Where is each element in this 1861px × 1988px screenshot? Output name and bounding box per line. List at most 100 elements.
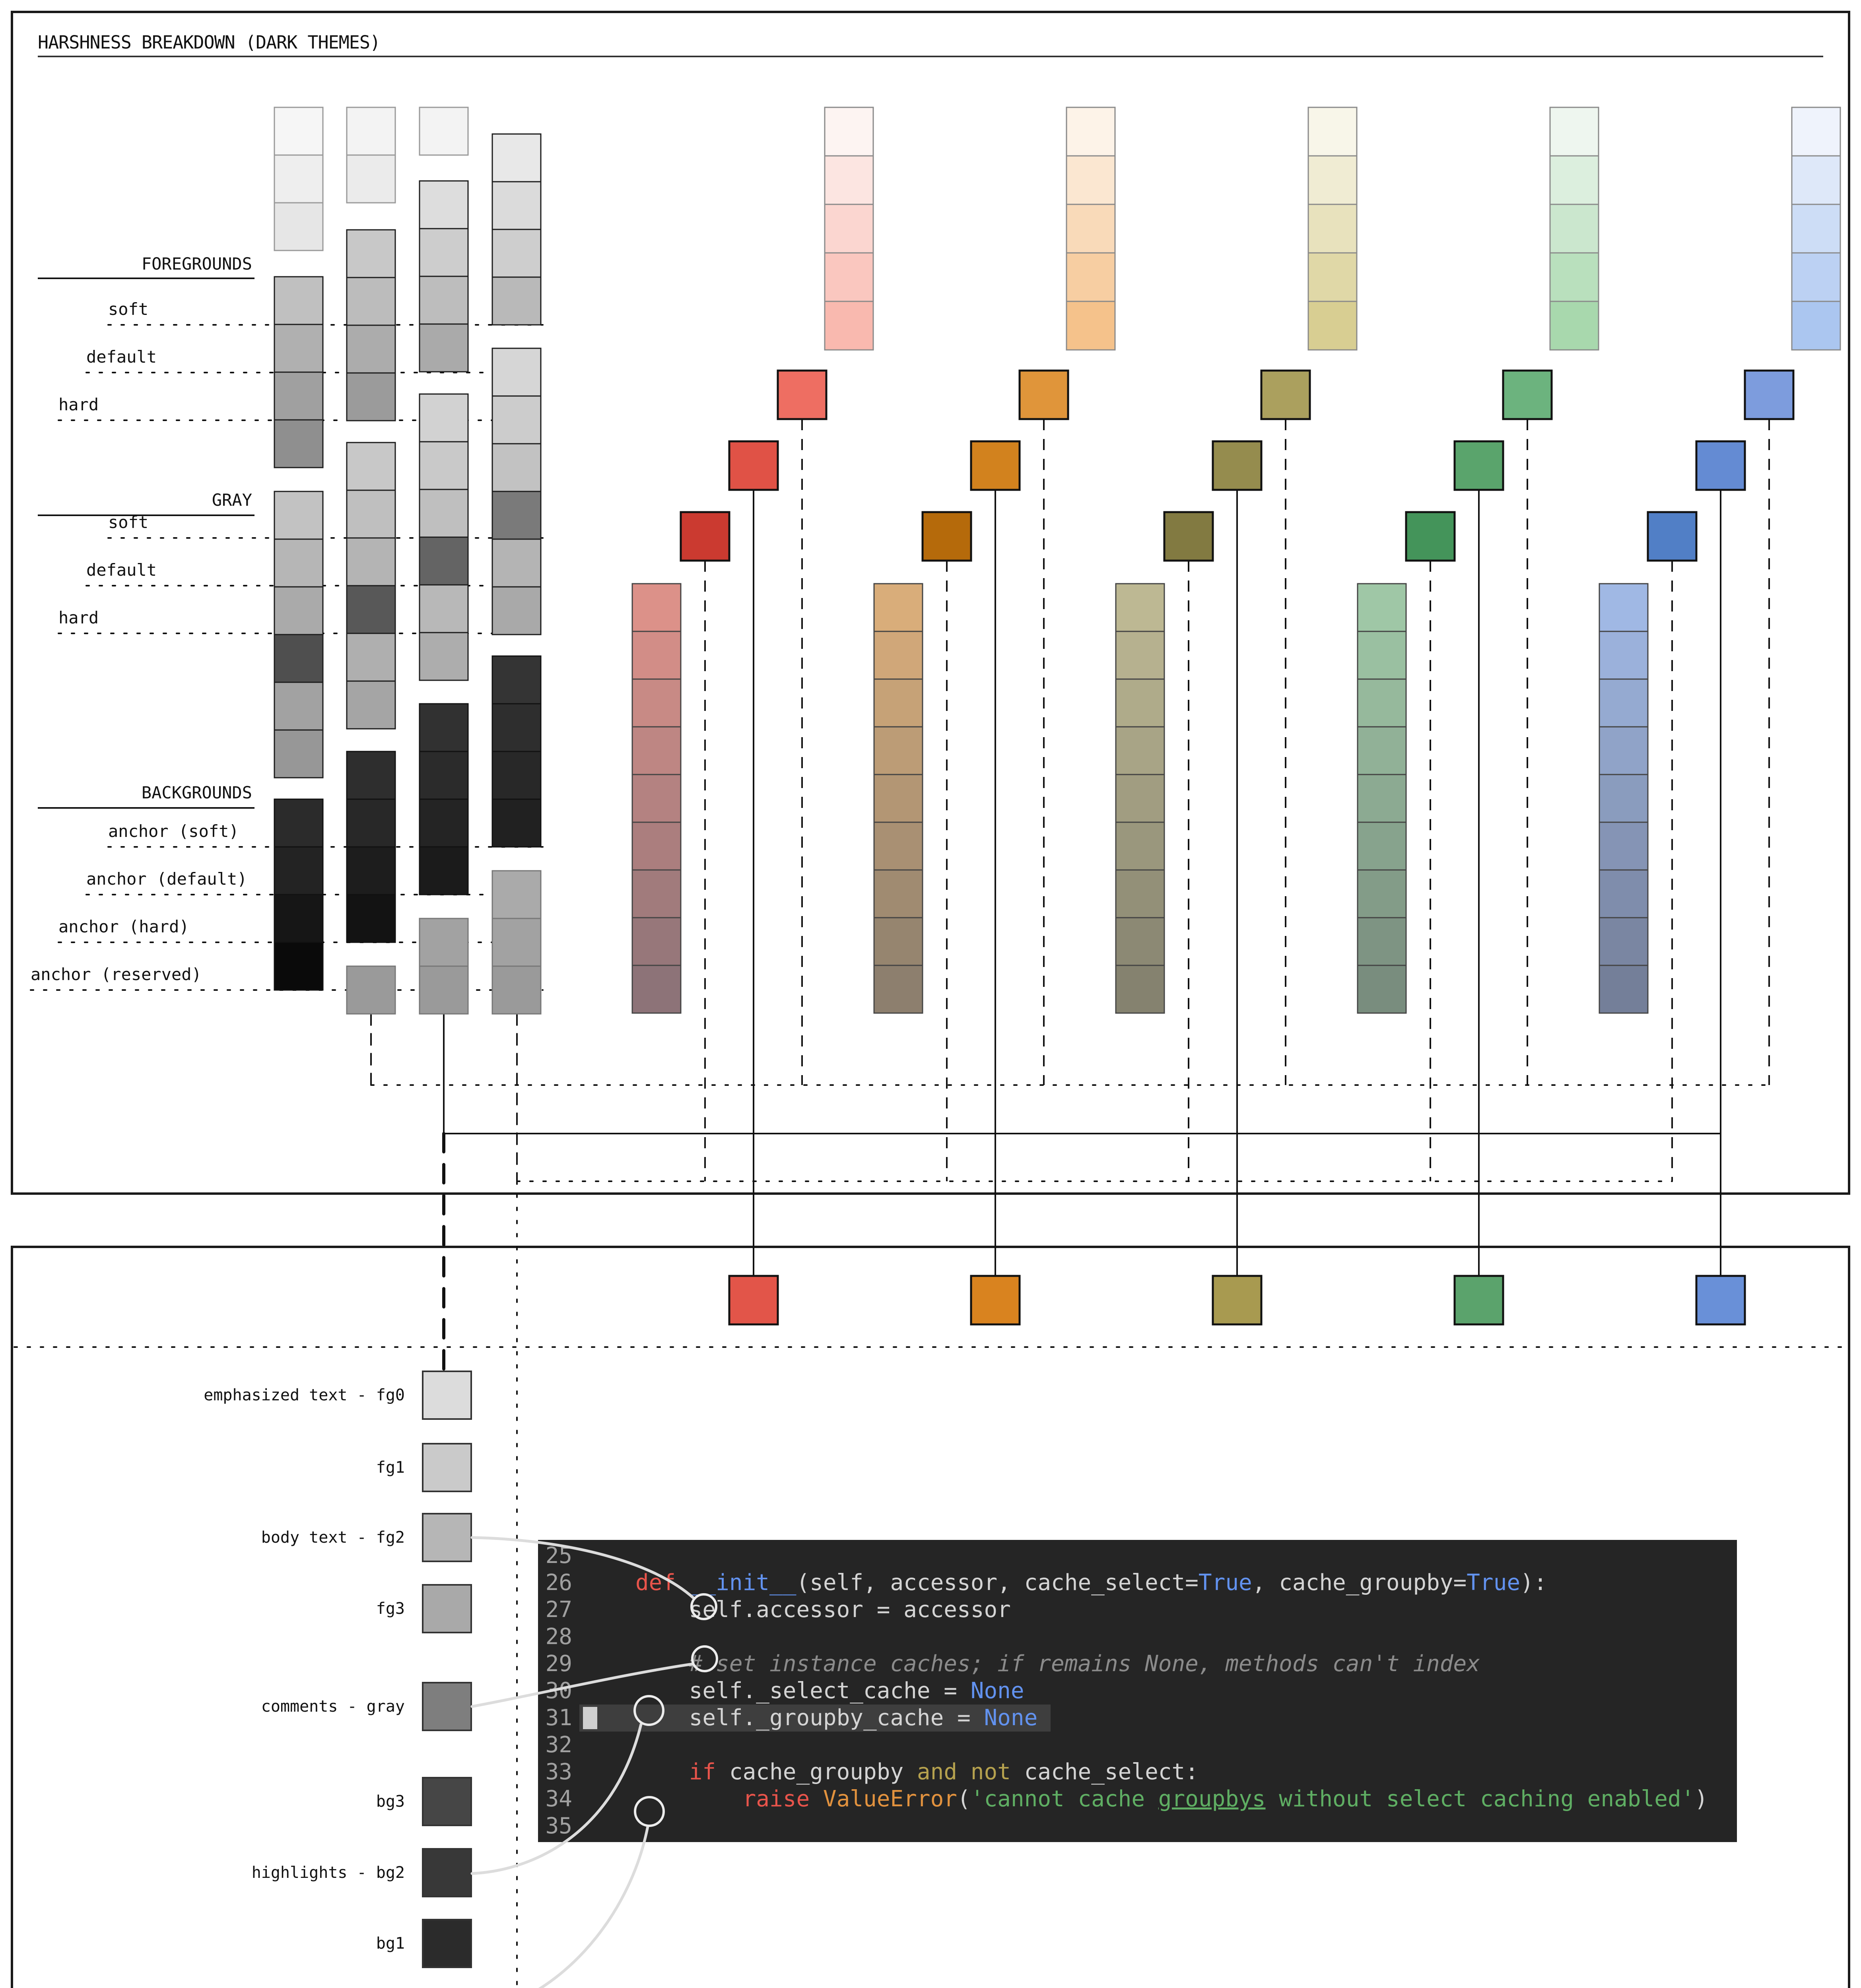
gray-swatch-col3 [491, 798, 542, 848]
ref-label-soft: soft [108, 299, 148, 319]
green-gradient-segment [1357, 631, 1407, 680]
panel-border-top [11, 11, 1850, 1195]
olive-gradient-segment [1115, 678, 1165, 728]
blue-hard-square [1647, 511, 1698, 562]
red-hard-square [680, 511, 730, 562]
code-token [582, 1759, 689, 1785]
gray-swatch-col3 [491, 491, 542, 540]
gray-swatch-col1 [346, 107, 396, 156]
blue-soft-square [1744, 369, 1795, 420]
ref-label-anchor-reserved-: anchor (reserved) [31, 965, 202, 984]
legend-swatch-fg3 [422, 1584, 472, 1633]
code-token: 'cannot cache [970, 1786, 1158, 1812]
page-title: HARSHNESS BREAKDOWN (DARK THEMES) [38, 32, 380, 53]
legend-swatch-bg3 [422, 1777, 472, 1826]
code-line-31: 31 self._groupby_cache = None [538, 1705, 1737, 1732]
orange-gradient-segment [873, 678, 923, 728]
gray-swatch-col2 [419, 918, 469, 967]
annotation-circle [634, 1796, 665, 1827]
blue-light-ramp-segment [1791, 107, 1841, 157]
legend-label: emphasized text - fg0 [204, 1386, 405, 1404]
ref-label-hard: hard [58, 608, 99, 627]
code-token: True [1198, 1570, 1252, 1596]
legend-swatch-fg0 [422, 1371, 472, 1420]
line-number: 27 [545, 1597, 572, 1623]
gray-swatch-col0 [274, 846, 324, 895]
green-hard-square [1405, 511, 1456, 562]
ref-label-default: default [86, 560, 157, 580]
code-token: __init__ [689, 1570, 796, 1596]
gray-swatch-col2 [419, 323, 469, 373]
blue-gradient-segment [1599, 678, 1649, 728]
orange-light-ramp-segment [1066, 107, 1116, 157]
annotation-circle [690, 1593, 717, 1620]
blue-gradient-segment [1599, 965, 1649, 1014]
gray-swatch-col3 [491, 918, 542, 967]
green-light-ramp-segment [1549, 107, 1599, 157]
line-number: 28 [545, 1624, 572, 1650]
legend-swatch-bg1 [422, 1919, 472, 1968]
line-number: 33 [545, 1759, 572, 1785]
olive-light-ramp-segment [1307, 155, 1358, 205]
gray-swatch-col3 [491, 751, 542, 800]
ref-label-soft: soft [108, 513, 148, 532]
gray-swatch-col0 [274, 276, 324, 325]
red-accent-square [728, 1275, 779, 1326]
gray-swatch-col1 [346, 798, 396, 848]
gray-swatch-col2 [419, 228, 469, 277]
gray-swatch-col0 [274, 942, 324, 991]
line-number: 32 [545, 1732, 572, 1758]
gray-swatch-col0 [274, 202, 324, 251]
green-gradient-segment [1357, 774, 1407, 823]
olive-light-ramp-segment [1307, 301, 1358, 351]
code-token: ValueError [823, 1786, 958, 1812]
code-token: without select caching enabled' [1265, 1786, 1695, 1812]
olive-gradient-segment [1115, 965, 1165, 1014]
gray-swatch-col2 [419, 703, 469, 752]
section-label-gray: GRAY [212, 490, 252, 510]
green-light-ramp-segment [1549, 155, 1599, 205]
green-light-ramp-segment [1549, 204, 1599, 254]
gray-swatch-col2 [419, 965, 469, 1015]
orange-soft-square [1018, 369, 1069, 420]
gray-swatch-col0 [274, 586, 324, 635]
code-token: raise [742, 1786, 810, 1812]
code-token: # set instance caches; if remains None, … [689, 1651, 1480, 1677]
red-gradient-segment [631, 583, 682, 632]
gray-swatch-col2 [419, 846, 469, 895]
annotation-circle [633, 1695, 664, 1726]
gray-swatch-col3 [491, 443, 542, 492]
orange-light-ramp-segment [1066, 301, 1116, 351]
legend-swatch-gray [422, 1682, 472, 1731]
legend-label: bg1 [376, 1934, 405, 1953]
blue-light-ramp-segment [1791, 252, 1841, 302]
annotation-curve [470, 1536, 695, 1600]
code-editor-surface[interactable]: 25 26 def __init__(self, accessor, cache_… [538, 1540, 1737, 1842]
gray-swatch-col2 [419, 107, 469, 156]
orange-gradient-segment [873, 583, 923, 632]
red-soft-square [777, 369, 828, 420]
red-light-ramp-segment [824, 252, 874, 302]
section-label-backgrounds: BACKGROUNDS [142, 783, 252, 802]
line-number: 31 [545, 1705, 572, 1731]
orange-gradient-segment [873, 965, 923, 1014]
gray-swatch-col3 [491, 348, 542, 397]
green-light-ramp-segment [1549, 301, 1599, 351]
green-gradient-segment [1357, 917, 1407, 966]
blue-gradient-segment [1599, 631, 1649, 680]
code-token: ( [957, 1786, 971, 1812]
gray-swatch-col0 [274, 681, 324, 731]
orange-gradient-segment [873, 726, 923, 775]
orange-light-ramp-segment [1066, 155, 1116, 205]
orange-gradient-segment [873, 917, 923, 966]
legend-label: comments - gray [261, 1697, 405, 1716]
orange-gradient-segment [873, 774, 923, 823]
gray-swatch-col1 [346, 633, 396, 682]
green-gradient-segment [1357, 678, 1407, 728]
gray-swatch-col1 [346, 229, 396, 278]
gray-swatch-col0 [274, 634, 324, 683]
orange-light-ramp-segment [1066, 204, 1116, 254]
green-gradient-segment [1357, 726, 1407, 775]
